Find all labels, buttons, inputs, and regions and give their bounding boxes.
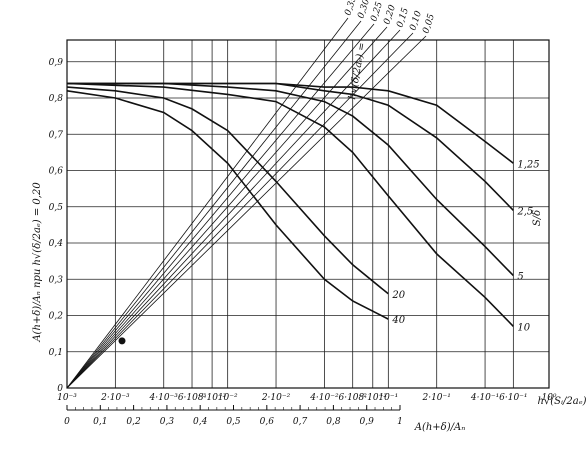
- secondary-tick-label: 0,8: [326, 417, 341, 427]
- y-axis-title: A(h+δ)/Aₙ при h√(δ/2aₑ) = 0,20: [32, 182, 43, 343]
- series-line: [67, 82, 514, 164]
- series-label: 10: [517, 322, 530, 333]
- x-tick-label: 10⁻¹: [378, 393, 398, 403]
- y-tick-label: 0,7: [49, 130, 64, 140]
- x-tick-label: 10⁻³: [57, 393, 77, 403]
- secondary-tick-label: 0: [64, 417, 70, 427]
- ray-line: [66, 17, 349, 389]
- x-tick-label: 4·10⁻³: [149, 393, 179, 403]
- series-labels: 40 20 10 5 2,5 1,25: [391, 159, 539, 333]
- secondary-tick-label: 0,4: [193, 417, 208, 427]
- series-label: 5: [517, 272, 523, 283]
- x-tick-label: 10⁰: [541, 393, 556, 403]
- secondary-tick-label: 1: [397, 417, 403, 427]
- series-label: 2,5: [516, 206, 533, 217]
- x-tick-label: 6·10⁻²: [338, 393, 367, 403]
- ray-line: [66, 23, 375, 389]
- tick-labels: 10⁻³ 2·10⁻³ 4·10⁻³ 6·10⁻³8·10⁻³10⁻² 2·10⁻² 4·…: [49, 58, 557, 427]
- series-label: 1,25: [517, 159, 539, 170]
- secondary-tick-label: 0,1: [93, 417, 107, 427]
- secondary-tick-label: 0,2: [126, 417, 141, 427]
- plot-frame: [66, 39, 550, 389]
- y-tick-label: 0,8: [49, 94, 64, 104]
- secondary-tick-label: 0,5: [226, 417, 241, 427]
- secondary-tick-label: 0,9: [360, 417, 375, 427]
- x-tick-label: 8·10⁻²: [359, 393, 388, 403]
- x-tick-label: 6·10⁻³: [178, 393, 207, 403]
- series-line: [66, 90, 389, 320]
- secondary-tick-label: 0,3: [160, 417, 175, 427]
- y-tick-label: 0: [57, 384, 63, 394]
- y-tick-label: 0,9: [49, 58, 64, 68]
- y-tick-label: 0,2: [49, 312, 64, 322]
- x-tick-label: 2·10⁻²: [261, 393, 291, 403]
- y-tick-label: 0,1: [49, 348, 63, 358]
- x-tick-label: 2·10⁻³: [100, 393, 130, 403]
- series-line: [67, 82, 514, 211]
- curve-parameter-label: S/δ: [532, 210, 543, 226]
- ray-line: [66, 20, 362, 389]
- ray-line: [66, 35, 427, 389]
- x-tick-label: 2·10⁻¹: [421, 393, 450, 403]
- ray-label-prefix: h√(δ/2aₑ) =: [347, 42, 368, 101]
- series-line: [67, 82, 514, 277]
- x-tick-label: 10⁻²: [218, 393, 238, 403]
- x-tick-label: 8·10⁻³: [198, 393, 227, 403]
- series-line: [66, 82, 514, 327]
- x-tick-label: 4·10⁻²: [309, 393, 339, 403]
- curve-family: [66, 82, 514, 327]
- y-tick-label: 0,5: [49, 203, 64, 213]
- grid: [66, 40, 550, 389]
- series-label: 40: [391, 315, 405, 326]
- series-line: [66, 86, 389, 295]
- secondary-axis-title: A(h+δ)/Aₙ: [414, 422, 466, 433]
- ray-label: 0,05: [421, 13, 437, 35]
- x-tick-label: 6·10⁻¹: [499, 393, 527, 403]
- series-label: 20: [391, 290, 405, 301]
- x-axis-title: h√(Sᵢ/2aₑ): [537, 396, 586, 407]
- ray-line: [66, 29, 401, 389]
- ray-junction-marker: [118, 337, 126, 345]
- x-tick-label: 4·10⁻¹: [470, 393, 499, 403]
- y-tick-label: 0,3: [49, 275, 64, 285]
- ray-line: [66, 32, 414, 389]
- y-tick-label: 0,4: [49, 239, 64, 249]
- secondary-tick-label: 0,6: [260, 417, 275, 427]
- y-tick-label: 0,6: [49, 167, 64, 177]
- secondary-tick-label: 0,7: [293, 417, 308, 427]
